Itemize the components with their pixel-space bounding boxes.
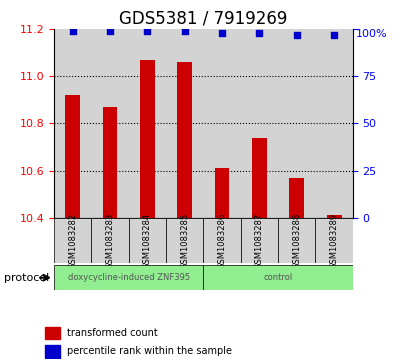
Bar <box>129 29 166 218</box>
FancyBboxPatch shape <box>129 218 166 263</box>
Bar <box>45 345 60 358</box>
Text: 100%: 100% <box>356 29 387 39</box>
Bar <box>140 60 155 218</box>
Point <box>219 30 225 36</box>
Text: GSM1083287: GSM1083287 <box>255 212 264 269</box>
FancyBboxPatch shape <box>91 218 129 263</box>
Text: protocol: protocol <box>4 273 49 283</box>
Text: GSM1083285: GSM1083285 <box>180 212 189 269</box>
Text: GSM1083284: GSM1083284 <box>143 212 152 269</box>
Text: GSM1083283: GSM1083283 <box>105 212 115 269</box>
Text: GSM1083289: GSM1083289 <box>330 212 339 269</box>
Bar <box>54 29 91 218</box>
Bar <box>289 178 304 218</box>
Bar <box>327 216 342 218</box>
Bar <box>215 168 229 218</box>
FancyBboxPatch shape <box>54 218 91 263</box>
Bar <box>203 29 241 218</box>
Bar <box>166 29 203 218</box>
Point <box>331 32 337 38</box>
Bar <box>45 327 60 339</box>
FancyBboxPatch shape <box>166 218 203 263</box>
FancyBboxPatch shape <box>315 218 353 263</box>
Text: GSM1083286: GSM1083286 <box>217 212 227 269</box>
FancyBboxPatch shape <box>203 265 353 290</box>
FancyBboxPatch shape <box>203 218 241 263</box>
FancyBboxPatch shape <box>54 265 203 290</box>
Text: control: control <box>264 273 293 282</box>
Bar <box>315 29 353 218</box>
Bar <box>91 29 129 218</box>
Bar <box>103 107 117 218</box>
Text: doxycycline-induced ZNF395: doxycycline-induced ZNF395 <box>68 273 190 282</box>
Bar <box>241 29 278 218</box>
Point <box>293 32 300 38</box>
Text: percentile rank within the sample: percentile rank within the sample <box>67 346 232 356</box>
FancyBboxPatch shape <box>241 218 278 263</box>
Text: transformed count: transformed count <box>67 328 158 338</box>
Bar <box>278 29 315 218</box>
Point <box>144 28 151 34</box>
Bar <box>252 138 267 218</box>
Bar <box>177 62 192 218</box>
Text: GSM1083288: GSM1083288 <box>292 212 301 269</box>
Point <box>256 30 263 36</box>
Point <box>181 28 188 34</box>
FancyBboxPatch shape <box>278 218 315 263</box>
Text: GSM1083282: GSM1083282 <box>68 212 77 269</box>
Bar <box>65 95 80 218</box>
Point <box>69 28 76 34</box>
Point <box>107 28 113 34</box>
Title: GDS5381 / 7919269: GDS5381 / 7919269 <box>119 9 288 28</box>
